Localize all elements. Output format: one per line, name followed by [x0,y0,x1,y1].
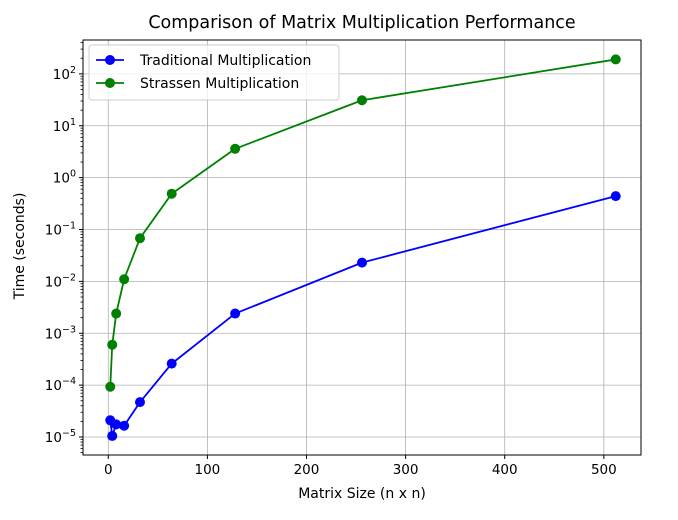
data-point-strassen [610,54,621,65]
legend-box [88,44,340,101]
y-tick-label: 10−3 [45,324,76,342]
x-tick-label: 100 [194,462,220,478]
legend-marker-strassen [105,78,115,88]
data-point-traditional [230,308,241,319]
series-traditional [105,191,621,441]
y-axis-label: Time (seconds) [12,193,28,301]
y-tick-label: 100 [53,169,76,187]
data-point-strassen [107,339,118,350]
chart-title: Comparison of Matrix Multiplication Perf… [148,13,575,33]
x-tick-label: 300 [393,462,419,478]
x-tick-label: 200 [294,462,320,478]
legend-label-traditional: Traditional Multiplication [139,53,311,69]
y-tick-label: 10−1 [45,221,76,239]
axis-ticks: 0 100 200 300 400 500 10−5 10−4 10−3 10−2 10−1 100 1… [45,42,617,478]
legend: Traditional Multiplication Strassen Mult… [88,44,340,101]
legend-label-strassen: Strassen Multiplication [140,76,299,92]
data-point-traditional [107,430,118,441]
grid-lines [83,40,641,455]
x-axis-label: Matrix Size (n x n) [298,486,426,502]
data-point-strassen [119,274,130,285]
data-point-strassen [230,143,241,154]
data-point-strassen [166,188,177,199]
data-point-traditional [111,419,122,430]
x-tick-label: 0 [104,462,113,478]
y-tick-label: 102 [53,65,76,83]
y-tick-label: 10−5 [45,428,76,446]
y-tick-label: 10−4 [45,376,76,394]
data-point-strassen [111,308,122,319]
y-tick-label: 101 [53,117,76,135]
plot-frame [82,39,642,456]
data-point-traditional [119,420,130,431]
y-tick-label: 10−2 [45,272,76,290]
data-point-traditional [357,257,367,268]
legend-marker-traditional [105,55,115,65]
data-point-strassen [134,233,145,244]
data-point-strassen [105,381,116,392]
x-tick-label: 400 [492,462,518,478]
series-strassen [105,54,621,392]
data-point-strassen [357,95,367,106]
x-tick-label: 500 [591,462,617,478]
series-group [105,54,621,441]
data-point-traditional [610,191,621,202]
data-point-traditional [166,358,177,369]
data-point-traditional [134,397,145,408]
